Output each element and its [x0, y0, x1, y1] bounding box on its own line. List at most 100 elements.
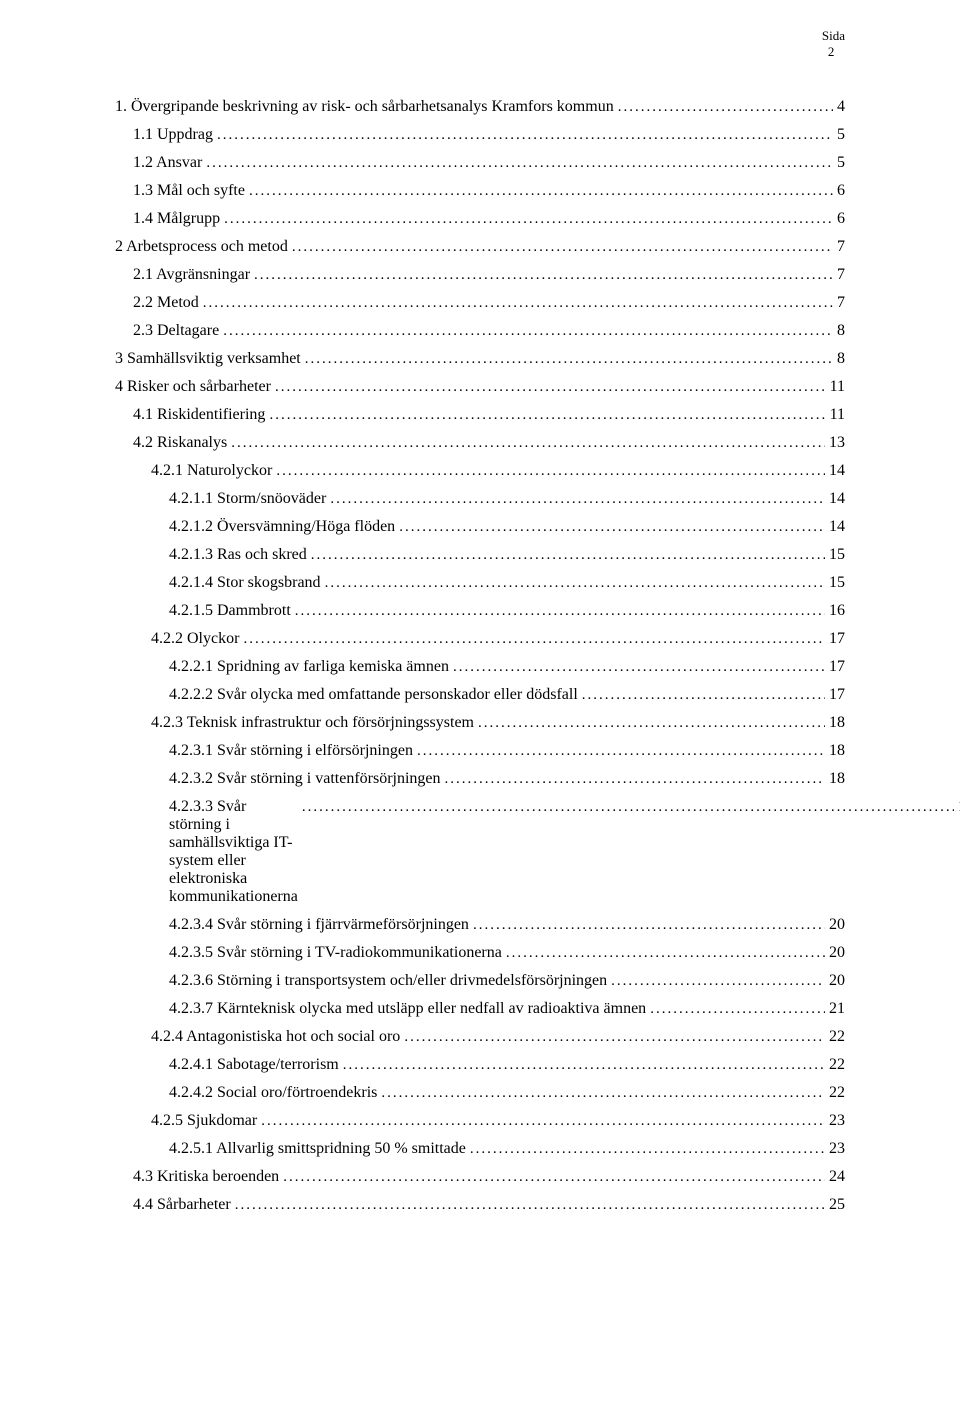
toc-entry-page: 15	[829, 546, 845, 564]
toc-leader	[650, 1000, 825, 1018]
toc-leader	[453, 658, 825, 676]
toc-entry-title: 4.2.4.2 Social oro/förtroendekris	[169, 1084, 377, 1102]
table-of-contents: 1. Övergripande beskrivning av risk- och…	[115, 98, 845, 1224]
toc-entry-page: 14	[829, 518, 845, 536]
toc-entry-page: 16	[829, 602, 845, 620]
toc-entry-page: 11	[830, 406, 845, 424]
toc-leader	[445, 770, 825, 788]
toc-leader	[292, 238, 833, 256]
toc-entry-page: 23	[829, 1112, 845, 1130]
toc-entry-title: 4.2.4.1 Sabotage/terrorism	[169, 1056, 339, 1074]
page-header-label: Sida	[822, 28, 845, 44]
toc-entry-page: 17	[829, 658, 845, 676]
toc-entry-title: 4.2.3.6 Störning i transportsystem och/e…	[169, 972, 607, 990]
toc-entry-title: 4.4 Sårbarheter	[133, 1196, 231, 1214]
toc-entry: 4.2.1.4 Stor skogsbrand 15	[115, 574, 845, 592]
toc-entry-page: 24	[829, 1168, 845, 1186]
toc-entry-title: 4.2.1.4 Stor skogsbrand	[169, 574, 321, 592]
toc-entry: 4.1 Riskidentifiering 11	[115, 406, 845, 424]
toc-entry-page: 22	[829, 1056, 845, 1074]
toc-entry-page: 7	[837, 294, 845, 312]
toc-entry-title: 1.1 Uppdrag	[133, 126, 213, 144]
toc-entry: 4.2.1.1 Storm/snöoväder14	[115, 490, 845, 508]
page-header-number: 2	[822, 44, 845, 60]
toc-entry-title: 4.2.2.1 Spridning av farliga kemiska ämn…	[169, 658, 449, 676]
toc-entry-page: 17	[829, 686, 845, 704]
toc-entry-title: 4.2.5.1 Allvarlig smittspridning 50 % sm…	[169, 1140, 466, 1158]
toc-leader	[243, 630, 825, 648]
toc-leader	[311, 546, 825, 564]
toc-entry-title: 4.2.2 Olyckor	[151, 630, 239, 648]
toc-entry: 1.4 Målgrupp6	[115, 210, 845, 228]
toc-entry-page: 18	[829, 770, 845, 788]
toc-entry: 4 Risker och sårbarheter11	[115, 378, 845, 396]
toc-leader	[235, 1196, 825, 1214]
toc-entry-page: 25	[829, 1196, 845, 1214]
toc-entry-page: 23	[829, 1140, 845, 1158]
toc-entry-page: 22	[829, 1084, 845, 1102]
toc-leader	[224, 210, 833, 228]
toc-entry: 1.1 Uppdrag5	[115, 126, 845, 144]
toc-leader	[582, 686, 825, 704]
toc-entry-title: 4.2.3.1 Svår störning i elförsörjningen	[169, 742, 413, 760]
toc-entry: 4.2.3.4 Svår störning i fjärrvärmeförsör…	[115, 916, 845, 934]
toc-leader	[276, 462, 825, 480]
toc-leader	[473, 916, 825, 934]
toc-entry-page: 8	[837, 350, 845, 368]
toc-entry: 4.2.5.1 Allvarlig smittspridning 50 % sm…	[115, 1140, 845, 1158]
toc-entry-title: 4.2.1.1 Storm/snöoväder	[169, 490, 326, 508]
page-header: Sida 2	[822, 28, 845, 59]
toc-entry-title: 4.2.3.3 Svår störning i samhällsviktiga …	[169, 798, 298, 906]
toc-entry-page: 6	[837, 182, 845, 200]
toc-entry-title: 4.2.2.2 Svår olycka med omfattande perso…	[169, 686, 578, 704]
toc-entry-title: 2.3 Deltagare	[133, 322, 219, 340]
toc-entry: 2 Arbetsprocess och metod7	[115, 238, 845, 256]
toc-entry-page: 22	[829, 1028, 845, 1046]
toc-leader	[305, 350, 833, 368]
toc-leader	[295, 602, 825, 620]
toc-entry: 4.2.2.2 Svår olycka med omfattande perso…	[115, 686, 845, 704]
toc-leader	[343, 1056, 825, 1074]
toc-entry: 4.3 Kritiska beroenden24	[115, 1168, 845, 1186]
toc-leader	[217, 126, 833, 144]
toc-entry: 4.2.3.6 Störning i transportsystem och/e…	[115, 972, 845, 990]
toc-entry-title: 4.2 Riskanalys	[133, 434, 227, 452]
toc-entry-title: 4.2.1 Naturolyckor	[151, 462, 272, 480]
toc-entry: 4.2 Riskanalys13	[115, 434, 845, 452]
toc-entry-title: 4.2.3 Teknisk infrastruktur och försörjn…	[151, 714, 474, 732]
toc-leader	[478, 714, 825, 732]
toc-leader	[275, 378, 826, 396]
toc-leader	[206, 154, 833, 172]
toc-entry-title: 2.1 Avgränsningar	[133, 266, 250, 284]
toc-entry: 4.2.3 Teknisk infrastruktur och försörjn…	[115, 714, 845, 732]
toc-entry-title: 4.2.3.2 Svår störning i vattenförsörjnin…	[169, 770, 441, 788]
toc-entry-title: 4.1 Riskidentifiering	[133, 406, 265, 424]
toc-entry-title: 4.2.3.5 Svår störning i TV-radiokommunik…	[169, 944, 502, 962]
toc-entry: 4.2.4.1 Sabotage/terrorism 22	[115, 1056, 845, 1074]
toc-leader	[203, 294, 833, 312]
toc-entry-page: 15	[829, 574, 845, 592]
toc-entry: 4.2.3.3 Svår störning i samhällsviktiga …	[115, 798, 845, 906]
toc-entry-page: 20	[829, 916, 845, 934]
toc-leader	[261, 1112, 825, 1130]
toc-leader	[506, 944, 825, 962]
toc-entry-title: 2.2 Metod	[133, 294, 199, 312]
toc-entry-title: 1. Övergripande beskrivning av risk- och…	[115, 98, 614, 116]
toc-entry-page: 8	[837, 322, 845, 340]
toc-entry-page: 20	[829, 944, 845, 962]
toc-entry-page: 6	[837, 210, 845, 228]
toc-entry: 4.2.4 Antagonistiska hot och social oro2…	[115, 1028, 845, 1046]
toc-leader	[325, 574, 825, 592]
toc-entry: 4.2.1.5 Dammbrott 16	[115, 602, 845, 620]
toc-entry: 4.2.3.7 Kärnteknisk olycka med utsläpp e…	[115, 1000, 845, 1018]
toc-entry: 4.2.3.2 Svår störning i vattenförsörjnin…	[115, 770, 845, 788]
toc-entry: 4.2.3.5 Svår störning i TV-radiokommunik…	[115, 944, 845, 962]
toc-entry: 4.2.3.1 Svår störning i elförsörjningen1…	[115, 742, 845, 760]
toc-entry-title: 4.2.1.5 Dammbrott	[169, 602, 291, 620]
toc-leader	[231, 434, 825, 452]
toc-leader	[381, 1084, 825, 1102]
toc-leader	[470, 1140, 825, 1158]
toc-leader	[330, 490, 825, 508]
toc-entry-title: 1.2 Ansvar	[133, 154, 202, 172]
toc-entry-title: 2 Arbetsprocess och metod	[115, 238, 288, 256]
